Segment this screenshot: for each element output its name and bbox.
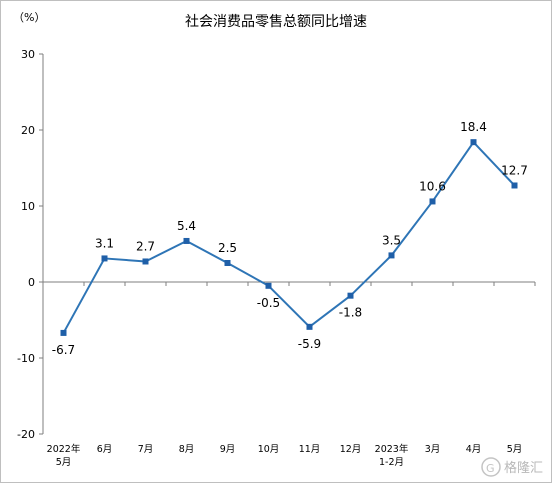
data-point [142, 258, 149, 265]
x-axis: 2022年 5月 6月 7月 8月 9月 10月 11月 12月 2023年 1-2月 3月 4月 5月 [42, 281, 536, 468]
watermark: G 格隆汇 [481, 457, 543, 477]
y-tick-label: 0 [28, 276, 35, 289]
y-axis-unit-label: （%） [13, 11, 45, 24]
x-tick-label: 7月 [138, 444, 154, 455]
data-label: -6.7 [52, 343, 75, 357]
data-label: 3.5 [382, 233, 401, 247]
x-tick-label: 3月 [425, 444, 441, 455]
x-tick-label: 11月 [299, 444, 321, 455]
chart-title: 社会消费品零售总额同比增速 [185, 14, 367, 30]
data-label: -0.5 [257, 296, 280, 310]
y-tick-label: -10 [17, 352, 35, 365]
y-tick-label: 30 [21, 48, 35, 61]
x-tick-label: 4月 [466, 444, 482, 455]
data-label: 2.7 [136, 239, 155, 253]
watermark-text: 格隆汇 [504, 460, 543, 476]
data-point [511, 182, 518, 189]
x-tick-label: 5月 [507, 444, 523, 455]
data-point [183, 237, 190, 244]
data-label: 5.4 [177, 219, 196, 233]
data-label: 12.7 [501, 163, 528, 177]
watermark-logo-icon [481, 457, 501, 477]
x-tick-label: 2023年 1-2月 [375, 443, 409, 468]
data-point [60, 329, 67, 336]
series-line [60, 139, 518, 336]
data-point [388, 252, 395, 259]
y-tick-label: -20 [17, 428, 35, 441]
data-label: 10.6 [419, 179, 446, 193]
y-tick-label: 20 [21, 124, 35, 137]
x-tick-label: 9月 [220, 444, 236, 455]
data-point [265, 282, 272, 289]
data-label: 18.4 [460, 120, 487, 134]
data-labels: -6.7 3.1 2.7 5.4 2.5 -0.5 -5.9 -1.8 3.5 10.6 18.4 1… [52, 120, 528, 357]
x-tick-label: 12月 [340, 444, 362, 455]
data-label: 2.5 [218, 241, 237, 255]
data-label: -1.8 [339, 306, 362, 320]
data-label: -5.9 [298, 337, 321, 351]
x-tick-label: 2022年 5月 [47, 443, 81, 468]
data-label: 3.1 [95, 236, 114, 250]
y-tick-label: 10 [21, 200, 35, 213]
series-polyline [62, 141, 516, 334]
data-point [306, 323, 313, 330]
y-axis: -20 -10 0 10 20 30 [17, 48, 44, 441]
x-tick-label: 8月 [179, 444, 195, 455]
x-tick-label: 10月 [258, 444, 280, 455]
data-point [224, 260, 231, 266]
data-point [429, 198, 436, 205]
data-point [470, 139, 477, 146]
x-tick-label: 6月 [97, 444, 113, 455]
data-point [101, 255, 108, 262]
watermark-logo-glyph: G [486, 462, 495, 475]
data-point [347, 292, 354, 299]
